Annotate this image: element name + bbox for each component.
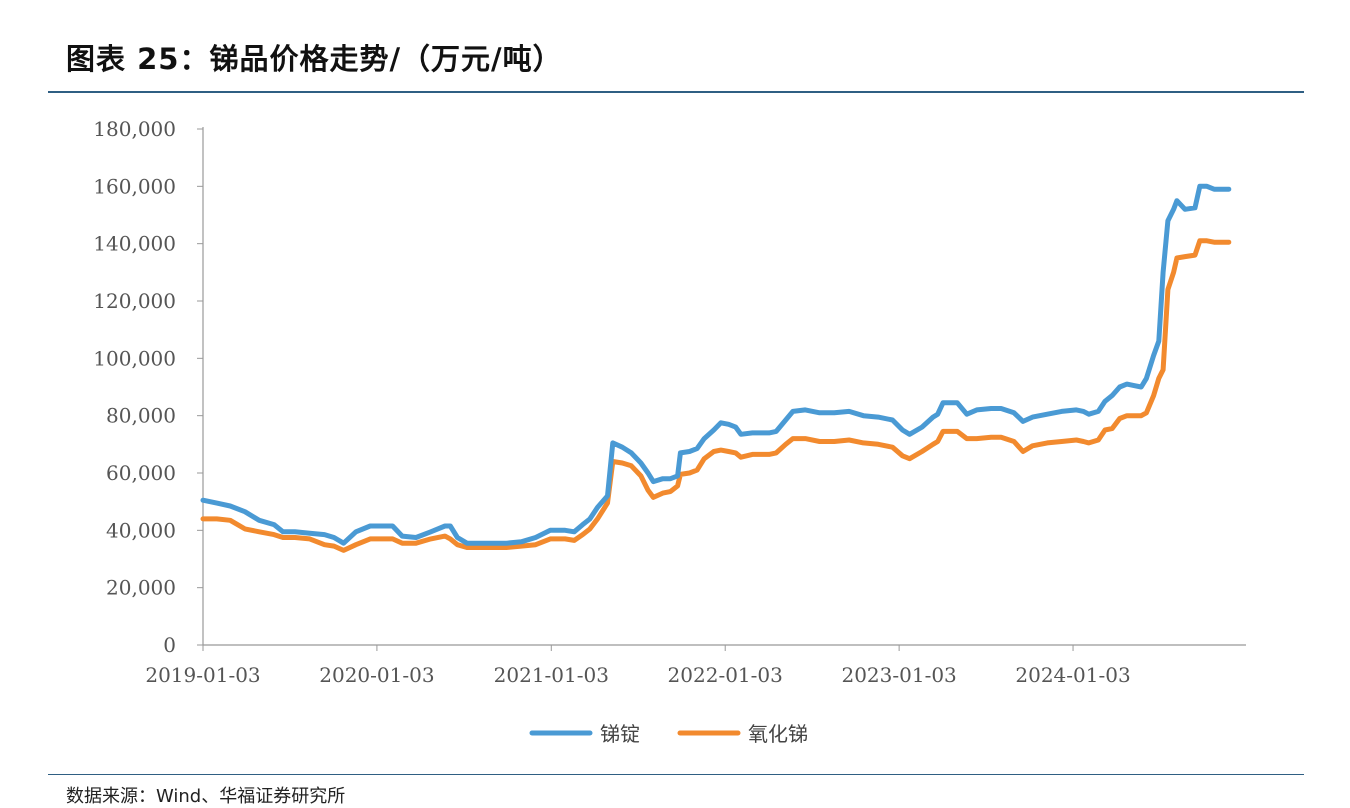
- x-tick-label: 2019-01-03: [145, 663, 260, 687]
- source-note: 数据来源：Wind、华福证券研究所: [66, 786, 346, 807]
- legend-label-2: 氧化锑: [748, 722, 808, 746]
- bottom-divider: [48, 774, 1304, 775]
- x-tick-label: 2023-01-03: [841, 663, 956, 687]
- x-tick-label: 2021-01-03: [494, 663, 609, 687]
- y-tick-label: 20,000: [106, 576, 176, 600]
- y-tick-label: 160,000: [93, 174, 176, 198]
- x-tick-label: 2022-01-03: [668, 663, 783, 687]
- y-tick-label: 60,000: [106, 461, 176, 485]
- series-line-2: [200, 238, 1232, 553]
- chart-axes: [202, 127, 1246, 646]
- y-tick-label: 120,000: [93, 289, 176, 313]
- y-axis-ticks: 0 20,000 40,000 60,000 80,000 100,000 120,000 1…: [93, 117, 203, 657]
- chart-legend: 锑锭 氧化锑: [529, 722, 808, 746]
- y-tick-label: 80,000: [106, 404, 176, 428]
- x-axis-ticks: 2019-01-03 2020-01-03 2021-01-03 2022-01-03…: [145, 645, 1131, 687]
- y-tick-label: 40,000: [106, 518, 176, 542]
- x-tick-label: 2020-01-03: [319, 663, 434, 687]
- series-lines: [200, 183, 1232, 553]
- chart-title: 图表 25：锑品价格走势/（万元/吨）: [66, 42, 563, 76]
- y-tick-label: 100,000: [93, 346, 176, 370]
- legend-label-1: 锑锭: [600, 722, 640, 746]
- y-tick-label: 180,000: [93, 117, 176, 141]
- series-line-1: [200, 183, 1232, 546]
- y-tick-label: 0: [163, 633, 176, 657]
- top-divider: [48, 91, 1304, 93]
- x-tick-label: 2024-01-03: [1015, 663, 1130, 687]
- y-tick-label: 140,000: [93, 232, 176, 256]
